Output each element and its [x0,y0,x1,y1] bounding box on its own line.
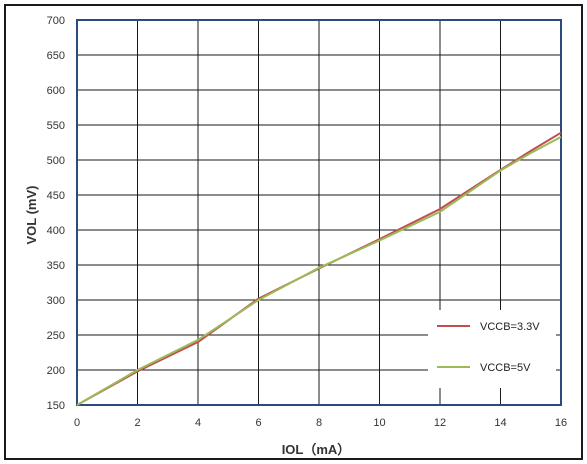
y-tick-label: 200 [47,365,65,377]
legend-label: VCCB=3.3V [480,321,540,333]
x-axis-title: IOL（mA） [282,442,351,457]
series-line [76,136,562,406]
x-tick-labels: 0 2 4 6 8 10 12 14 16 [74,417,567,429]
x-tick-label: 10 [373,417,385,429]
y-tick-label: 600 [47,85,65,97]
x-tick-label: 4 [195,417,201,429]
y-tick-label: 150 [47,400,65,412]
plot-area-border [76,19,562,406]
x-tick-label: 6 [255,417,261,429]
y-tick-label: 700 [47,15,65,27]
y-tick-label: 550 [47,120,65,132]
legend-label: VCCB=5V [480,362,531,374]
y-tick-label: 250 [47,330,65,342]
series-layer [76,131,562,406]
x-tick-label: 16 [555,417,567,429]
y-tick-label: 400 [47,225,65,237]
y-tick-label: 500 [47,155,65,167]
y-tick-label: 450 [47,190,65,202]
x-tick-label: 12 [434,417,446,429]
y-tick-label: 350 [47,260,65,272]
x-tick-label: 8 [316,417,322,429]
legend: VCCB=3.3V VCCB=5V [428,310,556,388]
y-tick-label: 300 [47,295,65,307]
x-tick-label: 0 [74,417,80,429]
y-tick-label: 650 [47,50,65,62]
legend-background [428,310,556,388]
y-axis-title: VOL (mV) [24,186,39,245]
x-tick-label: 14 [494,417,506,429]
y-tick-labels: 150 200 250 300 350 400 450 500 550 600 650 700 [47,15,65,412]
x-tick-label: 2 [134,417,140,429]
